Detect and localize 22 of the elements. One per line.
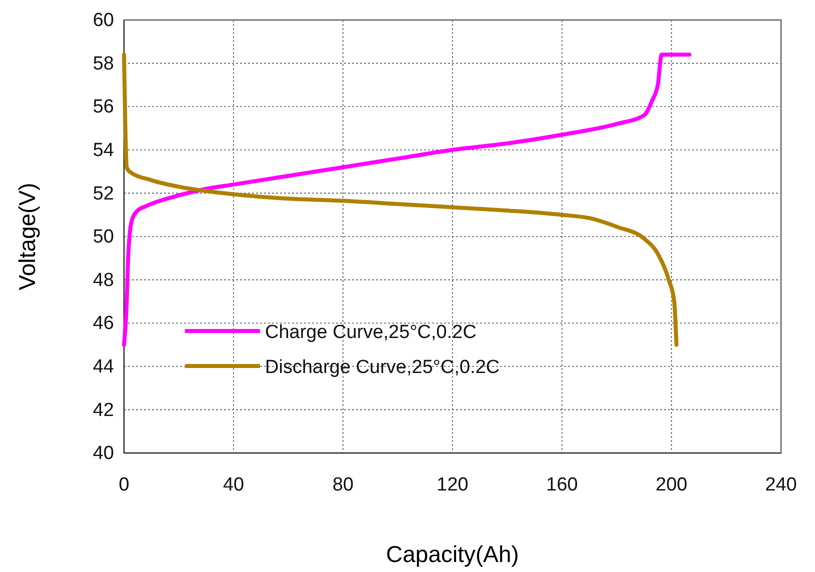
x-tick-label: 120 (436, 474, 468, 496)
y-tick-label: 58 (92, 53, 114, 74)
y-tick-label: 52 (92, 183, 114, 204)
x-tick-label: 80 (332, 474, 354, 496)
x-tick-label: 240 (765, 474, 797, 496)
x-tick-label: 200 (656, 474, 688, 496)
y-tick-label: 40 (92, 443, 114, 464)
y-tick-label: 50 (92, 226, 114, 248)
y-tick-label: 46 (92, 313, 114, 334)
x-axis-title: Capacity(Ah) (386, 541, 519, 567)
y-tick-label: 44 (92, 356, 114, 378)
y-tick-label: 42 (92, 400, 114, 421)
y-tick-label: 48 (92, 270, 114, 291)
y-tick-label: 56 (92, 96, 114, 118)
y-axis-title: Voltage(V) (14, 182, 40, 290)
legend-label: Charge Curve,25°C,0.2C (265, 322, 476, 343)
x-tick-label: 40 (222, 474, 244, 496)
x-tick-label: 0 (118, 474, 130, 496)
x-tick-label: 160 (546, 474, 578, 496)
legend-label: Discharge Curve,25°C,0.2C (265, 357, 500, 378)
y-tick-label: 54 (92, 140, 114, 161)
y-tick-label: 60 (92, 10, 114, 32)
